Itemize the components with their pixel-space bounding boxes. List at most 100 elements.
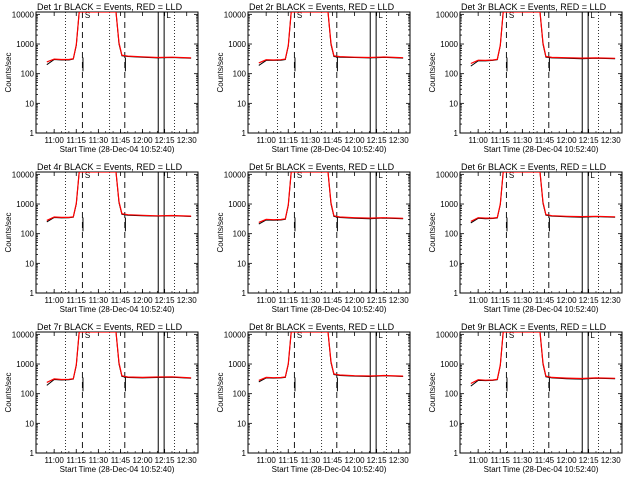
y-axis-label: Counts/sec (428, 212, 437, 252)
y-tick-label: 100 (21, 390, 35, 399)
data-lines (470, 172, 616, 232)
lld-series-line (258, 12, 404, 64)
detector-panel-9: Det 9r BLACK = Events, RED = LLD 1 10 100 10… (428, 322, 623, 474)
y-axis-label: Counts/sec (216, 52, 225, 92)
plot-frame (247, 171, 411, 294)
panel-title: Det 7r BLACK = Events, RED = LLD (37, 322, 183, 332)
y-tick-label: 100 (21, 230, 35, 239)
marker-s: S (509, 11, 514, 20)
y-axis-label: Counts/sec (216, 212, 225, 252)
x-tick-label: 11:45 (111, 296, 131, 305)
x-tick-label: 12:30 (389, 456, 410, 465)
x-axis-label: Start Time (28-Dec-04 10:52:40) (272, 145, 387, 154)
plot-frame (247, 331, 411, 454)
x-tick-label: 11:15 (279, 296, 299, 305)
y-tick-label: 1 (242, 449, 247, 458)
data-lines (470, 332, 616, 392)
x-tick-label: 11:45 (323, 136, 343, 145)
y-tick-label: 1 (30, 129, 35, 138)
x-tick-label: 11:00 (256, 136, 276, 145)
x-tick-label: 12:30 (389, 296, 410, 305)
x-tick-label: 11:15 (279, 136, 299, 145)
marker-s: S (85, 11, 90, 20)
x-tick-label: 12:00 (557, 136, 578, 145)
y-axis-label: Counts/sec (4, 372, 13, 412)
y-tick-label: 1000 (440, 200, 458, 209)
marker-s: S (297, 11, 302, 20)
x-tick-label: 11:30 (89, 456, 109, 465)
detector-panel-3: Det 3r BLACK = Events, RED = LLD 1 10 100 10… (428, 2, 623, 154)
x-tick-label: 12:15 (367, 456, 388, 465)
data-lines (46, 172, 192, 232)
x-tick-label: 12:00 (557, 456, 578, 465)
x-tick-label: 12:00 (345, 136, 366, 145)
y-tick-label: 10000 (12, 10, 35, 19)
x-tick-label: 12:15 (579, 136, 600, 145)
panel-title: Det 2r BLACK = Events, RED = LLD (249, 2, 395, 12)
x-tick-label: 11:45 (111, 456, 131, 465)
y-tick-label: 10000 (436, 10, 459, 19)
data-lines (46, 12, 192, 72)
y-axis-label: Counts/sec (428, 52, 437, 92)
x-tick-label: 11:30 (89, 136, 109, 145)
x-tick-label: 11:00 (468, 296, 488, 305)
y-tick-label: 1 (454, 289, 459, 298)
y-tick-label: 100 (233, 390, 247, 399)
x-tick-label: 11:15 (67, 136, 87, 145)
detector-panel-6: Det 6r BLACK = Events, RED = LLD 1 10 100 10… (428, 162, 623, 314)
marker-l: L (166, 171, 171, 180)
x-tick-label: 11:45 (535, 456, 555, 465)
y-tick-label: 10 (449, 99, 458, 108)
x-tick-label: 12:30 (601, 456, 622, 465)
x-tick-label: 11:15 (491, 296, 511, 305)
x-tick-label: 12:15 (579, 456, 600, 465)
x-axis-label: Start Time (28-Dec-04 10:52:40) (484, 305, 599, 314)
x-tick-label: 12:15 (579, 296, 600, 305)
y-tick-label: 1000 (228, 40, 246, 49)
x-tick-label: 12:15 (155, 456, 176, 465)
marker-l: L (590, 11, 595, 20)
y-tick-label: 1000 (16, 360, 34, 369)
panel-title: Det 1r BLACK = Events, RED = LLD (37, 2, 183, 12)
detector-panel-2: Det 2r BLACK = Events, RED = LLD 1 10 100 10… (216, 2, 411, 154)
x-tick-label: 12:30 (601, 296, 622, 305)
detector-panel-8: Det 8r BLACK = Events, RED = LLD 1 10 100 10… (216, 322, 411, 474)
y-axis-label: Counts/sec (4, 212, 13, 252)
y-tick-label: 1 (242, 289, 247, 298)
lld-series-line (46, 172, 192, 221)
panel-title: Det 6r BLACK = Events, RED = LLD (461, 162, 607, 172)
x-tick-label: 11:30 (513, 136, 533, 145)
lld-series-line (470, 172, 616, 222)
x-tick-label: 12:30 (177, 136, 198, 145)
detector-panel-4: Det 4r BLACK = Events, RED = LLD 1 10 100 10… (4, 162, 199, 314)
marker-s: S (509, 331, 514, 340)
marker-s: S (297, 331, 302, 340)
panel-title: Det 5r BLACK = Events, RED = LLD (249, 162, 395, 172)
marker-l: L (590, 331, 595, 340)
panel-title: Det 9r BLACK = Events, RED = LLD (461, 322, 607, 332)
x-tick-label: 11:00 (44, 296, 64, 305)
x-tick-label: 11:00 (256, 296, 276, 305)
y-tick-label: 10000 (224, 330, 247, 339)
data-lines (258, 172, 404, 232)
y-tick-label: 10 (237, 419, 246, 428)
y-tick-label: 10 (25, 99, 34, 108)
plot-frame (459, 171, 623, 294)
x-tick-label: 12:30 (177, 456, 198, 465)
x-tick-label: 12:00 (133, 456, 154, 465)
y-tick-label: 100 (233, 70, 247, 79)
y-tick-label: 1000 (440, 360, 458, 369)
plot-frame (459, 11, 623, 134)
x-tick-label: 11:00 (44, 456, 64, 465)
x-tick-label: 11:30 (89, 296, 109, 305)
x-tick-label: 12:00 (557, 296, 578, 305)
y-tick-label: 10 (449, 419, 458, 428)
x-tick-label: 12:00 (133, 296, 154, 305)
x-tick-label: 12:15 (367, 136, 388, 145)
x-axis-label: Start Time (28-Dec-04 10:52:40) (60, 465, 175, 474)
y-tick-label: 1 (30, 449, 35, 458)
data-lines (470, 12, 616, 72)
x-tick-label: 11:45 (111, 136, 131, 145)
plot-frame (247, 11, 411, 134)
